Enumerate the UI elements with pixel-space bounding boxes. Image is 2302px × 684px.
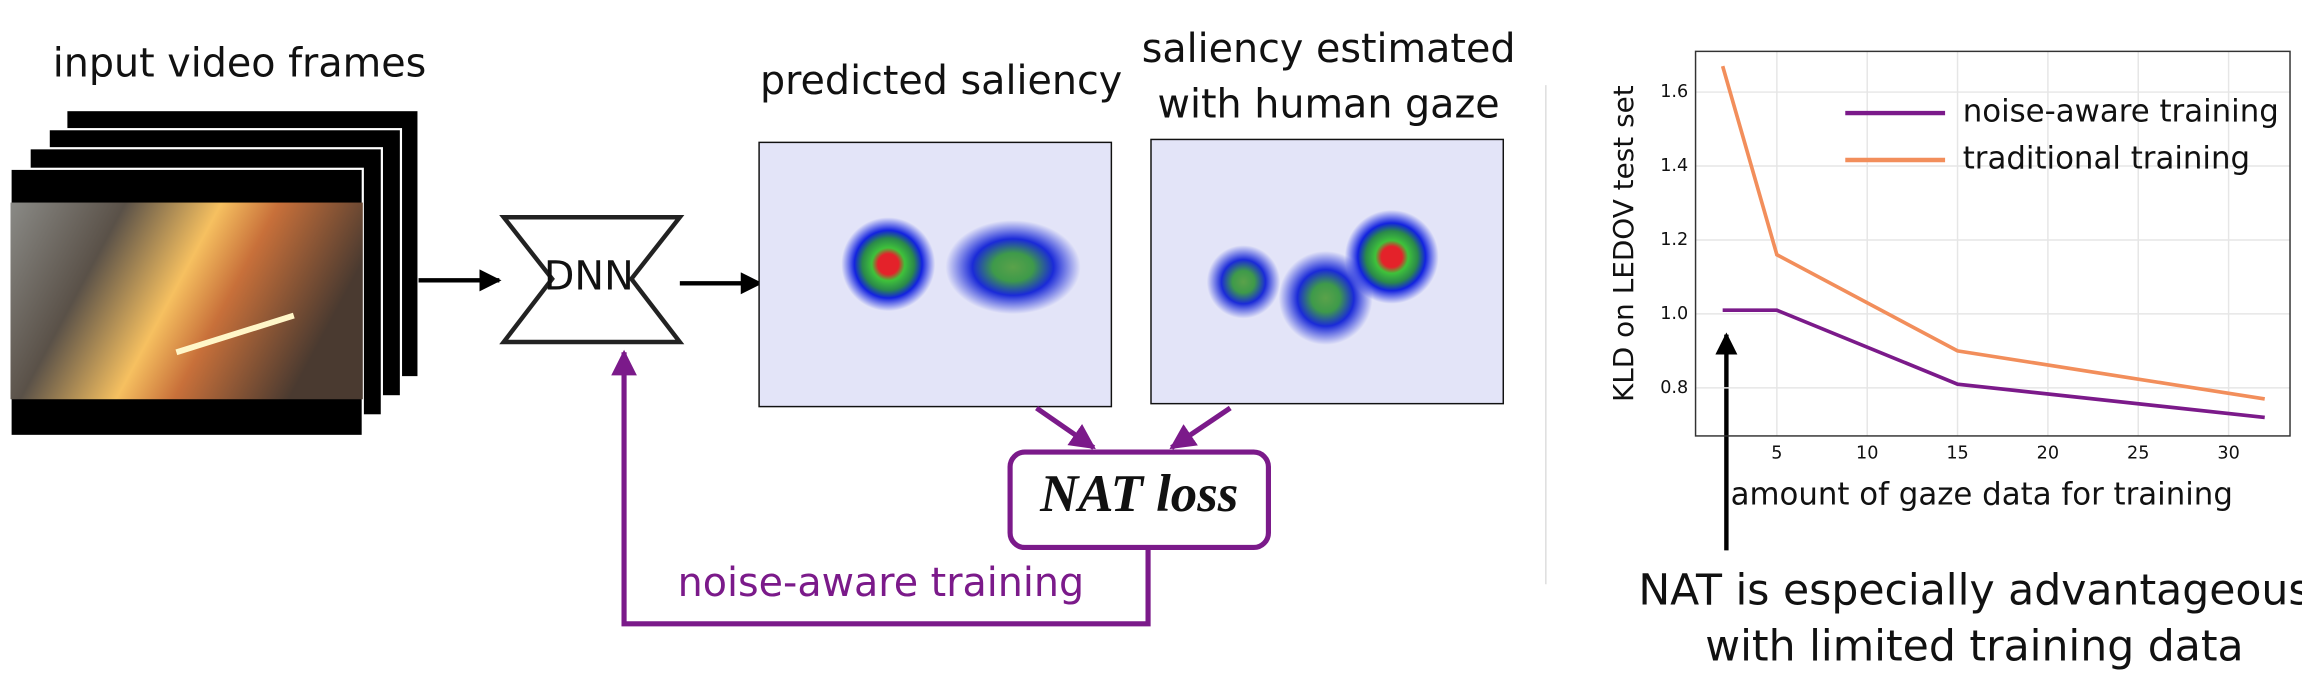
x-tick-label: 10 — [1856, 444, 1878, 464]
y-tick-label: 1.6 — [1660, 82, 1688, 102]
y-tick-label: 1.0 — [1660, 304, 1688, 324]
annotation: NAT is especially advantageous — [1638, 565, 2302, 615]
plot-frame — [1694, 50, 2291, 437]
loss-box — [1007, 449, 1271, 551]
gaze-label: saliency estimated — [1142, 26, 1516, 72]
series-line — [1722, 308, 2265, 420]
y-tick-label: 1.2 — [1660, 230, 1688, 250]
x-axis-label: amount of gaze data for training — [1731, 477, 2233, 513]
gaze-map — [1150, 138, 1505, 405]
legend-label: traditional training — [1963, 140, 2250, 176]
x-tick-label: 20 — [2037, 444, 2059, 464]
loss-label: NAT loss — [1039, 465, 1238, 523]
x-tick-label: 30 — [2217, 444, 2239, 464]
predicted-label: predicted saliency — [760, 58, 1122, 104]
network-shape — [499, 215, 685, 345]
y-axis-label: KLD on LEDOV test set — [1607, 85, 1640, 402]
annotation: with limited training data — [1705, 621, 2243, 671]
y-tick-label: 0.8 — [1660, 378, 1688, 398]
arrow — [1035, 405, 1096, 450]
network-label: DNN — [544, 253, 634, 299]
legend-label: noise-aware training — [1963, 94, 2279, 130]
x-tick-label: 15 — [1946, 444, 1968, 464]
feedback-label: noise-aware training — [678, 560, 1085, 606]
x-tick-label: 5 — [1771, 444, 1782, 464]
y-tick-label: 1.4 — [1660, 156, 1688, 176]
gaze-label: with human gaze — [1158, 82, 1500, 128]
feedback-arrow — [611, 349, 1151, 627]
video-frames — [9, 108, 420, 438]
predicted-map — [758, 141, 1113, 408]
input-label: input video frames — [53, 41, 427, 87]
chart: KLD on LEDOV test set amount of gaze dat… — [1607, 50, 2302, 671]
series-line — [1720, 65, 2266, 401]
arrow — [1169, 405, 1232, 450]
x-tick-label: 25 — [2127, 444, 2149, 464]
